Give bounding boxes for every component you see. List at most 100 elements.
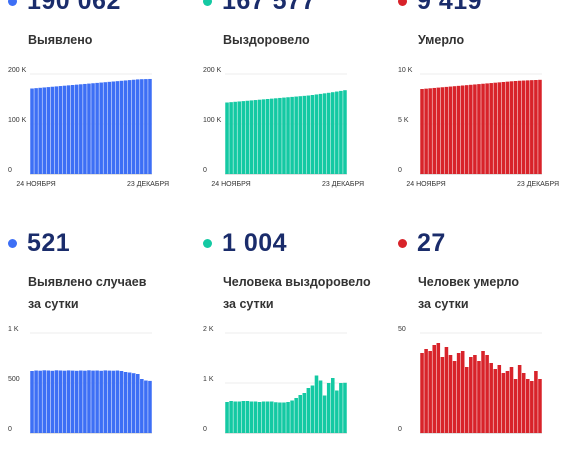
bar — [513, 81, 518, 174]
y-tick-label: 200 K — [8, 67, 27, 74]
bar-chart: 0 100 K 200 K 24 НОЯБРЯ 23 ДЕКАБРЯ — [203, 67, 364, 188]
bar — [444, 347, 449, 433]
stat-label: Умерло — [418, 33, 465, 47]
bar — [123, 372, 128, 433]
bar — [432, 345, 437, 433]
bar — [38, 87, 42, 174]
bar — [460, 351, 465, 433]
bar — [131, 373, 136, 433]
y-tick-label: 50 — [398, 326, 406, 333]
bar — [326, 92, 331, 174]
bar — [107, 81, 112, 174]
bar — [91, 370, 95, 433]
stat-label: Выявлено случаев — [28, 275, 147, 289]
bar — [225, 402, 229, 433]
y-tick-label: 0 — [8, 426, 12, 433]
bar — [253, 100, 258, 174]
x-tick-label: 23 ДЕКАБРЯ — [322, 181, 364, 188]
bar — [140, 379, 144, 433]
bar — [493, 82, 498, 174]
bar — [428, 88, 432, 174]
bar — [50, 370, 55, 433]
bar — [298, 395, 303, 433]
bar — [310, 385, 315, 433]
bar — [335, 91, 339, 174]
bar — [424, 349, 428, 433]
x-tick-label: 24 НОЯБРЯ — [16, 181, 55, 188]
bar — [278, 97, 282, 174]
y-tick-label: 100 K — [203, 117, 222, 124]
stat-row: 167 577 — [203, 0, 316, 16]
bar — [66, 370, 71, 433]
bar — [54, 86, 59, 174]
bar — [83, 370, 87, 433]
panel-total-detected: 190 062 Выявлено 0 100 K 200 K 24 НОЯБРЯ 23 ДЕ… — [8, 0, 188, 206]
bar — [339, 383, 343, 433]
bar — [473, 84, 477, 174]
bar — [148, 380, 152, 433]
bar — [245, 100, 250, 174]
bar — [107, 370, 112, 433]
bar — [257, 99, 262, 174]
bar — [448, 355, 453, 433]
bar — [314, 375, 319, 433]
y-tick-label: 5 K — [398, 117, 409, 124]
y-tick-label: 100 K — [8, 117, 27, 124]
bar — [144, 79, 148, 174]
y-tick-label: 2 K — [203, 326, 214, 333]
bar — [530, 80, 534, 174]
y-tick-label: 0 — [398, 426, 402, 433]
bar — [99, 82, 103, 174]
bar — [135, 79, 140, 174]
bar — [245, 401, 250, 433]
bar — [119, 80, 124, 174]
bar — [233, 101, 237, 174]
bar-chart: 0 500 1 K — [8, 326, 152, 434]
y-tick-label: 1 K — [8, 326, 19, 333]
bar — [452, 361, 457, 433]
bar — [322, 93, 327, 174]
stat-value: 9 419 — [417, 0, 483, 15]
bar — [42, 87, 47, 174]
bar — [326, 383, 331, 433]
stat-label: Выздоровело — [223, 33, 310, 47]
bar — [249, 401, 254, 433]
bar — [282, 402, 286, 433]
bar — [111, 81, 116, 174]
bar — [79, 84, 83, 174]
bar — [127, 80, 132, 174]
bar — [310, 95, 315, 174]
bullet-dot-icon — [203, 238, 212, 248]
bar — [489, 363, 493, 433]
bar — [318, 93, 323, 174]
bar — [38, 370, 42, 433]
stat-value: 167 577 — [222, 0, 316, 15]
bullet-dot-icon — [398, 238, 407, 248]
bar — [525, 379, 530, 433]
panel-total-recovered: 167 577 Выздоровело 0 100 K 200 K 24 НОЯБРЯ 23… — [203, 0, 383, 206]
bullet-dot-icon — [203, 0, 212, 6]
bar-chart: 0 5 K 10 K 24 НОЯБРЯ 23 ДЕКАБРЯ — [398, 67, 559, 188]
bar — [265, 99, 270, 174]
bar — [62, 370, 67, 433]
bar — [140, 79, 144, 174]
stat-row: 27 — [398, 228, 446, 258]
bar — [274, 98, 278, 174]
bar — [464, 85, 469, 174]
bar — [456, 85, 461, 174]
bar — [473, 355, 477, 433]
bar — [131, 79, 136, 174]
bar — [298, 96, 303, 174]
bar — [58, 86, 63, 174]
bar — [50, 86, 55, 174]
bar — [46, 370, 51, 433]
bar — [477, 361, 481, 433]
y-tick-label: 1 K — [203, 376, 214, 383]
bar — [505, 81, 510, 174]
bar — [241, 401, 246, 433]
bar — [436, 87, 441, 174]
stat-label: за сутки — [418, 297, 469, 311]
bar — [428, 351, 432, 433]
bar — [436, 343, 441, 433]
bar-chart: 0 1 K 2 K — [203, 326, 347, 434]
